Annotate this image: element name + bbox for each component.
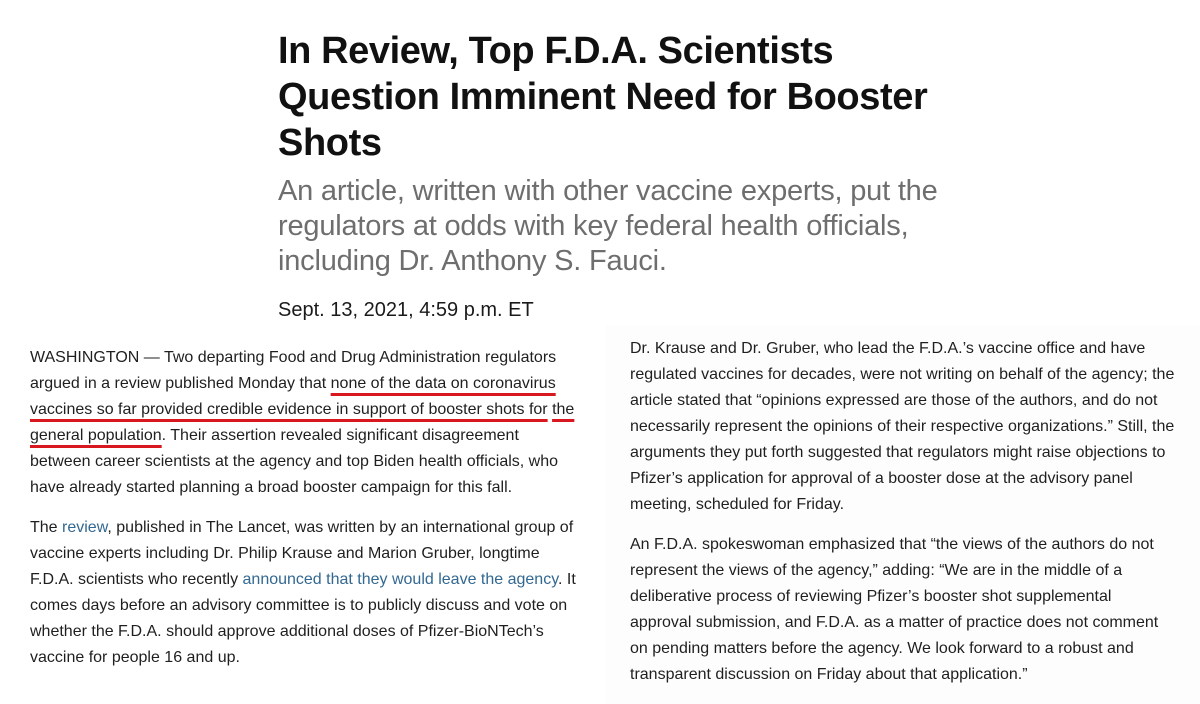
paragraph-2-middle: , published in The Lancet, was written b…	[30, 519, 574, 588]
paragraph-1: WASHINGTON — Two departing Food and Drug…	[30, 345, 580, 501]
headline: In Review, Top F.D.A. Scientists Questio…	[278, 30, 928, 164]
paragraph-3: Dr. Krause and Dr. Gruber, who lead the …	[630, 340, 1175, 513]
paragraph-2-lead: The	[30, 519, 63, 536]
right-column: Dr. Krause and Dr. Gruber, who lead the …	[630, 336, 1175, 702]
left-column: WASHINGTON — Two departing Food and Drug…	[30, 345, 580, 685]
highlighted-claim-3: the general population	[30, 401, 575, 444]
summary: An article, written with other vaccine e…	[278, 175, 938, 277]
paragraph-2-tail: . It comes days before an advisory commi…	[30, 571, 576, 666]
paragraph-2: The review, published in The Lancet, was…	[30, 515, 580, 671]
highlighted-claim-2: vaccines so far provided credible eviden…	[30, 401, 548, 418]
right-column-background	[606, 325, 1200, 704]
publish-date: Sept. 13, 2021, 4:59 p.m. ET	[278, 299, 534, 321]
highlighted-claim-1: none of the data on coronavirus	[330, 375, 556, 392]
paragraph-1-lead: WASHINGTON — Two departing Food and Drug…	[30, 349, 557, 392]
review-link[interactable]: review	[62, 519, 108, 536]
paragraph-1-tail: . Their assertion revealed significant d…	[30, 427, 559, 496]
announcement-link[interactable]: announced that they would leave the agen…	[242, 571, 559, 588]
paragraph-4: An F.D.A. spokeswoman emphasized that “t…	[630, 536, 1159, 683]
article-header: In Review, Top F.D.A. Scientists Questio…	[278, 28, 998, 279]
